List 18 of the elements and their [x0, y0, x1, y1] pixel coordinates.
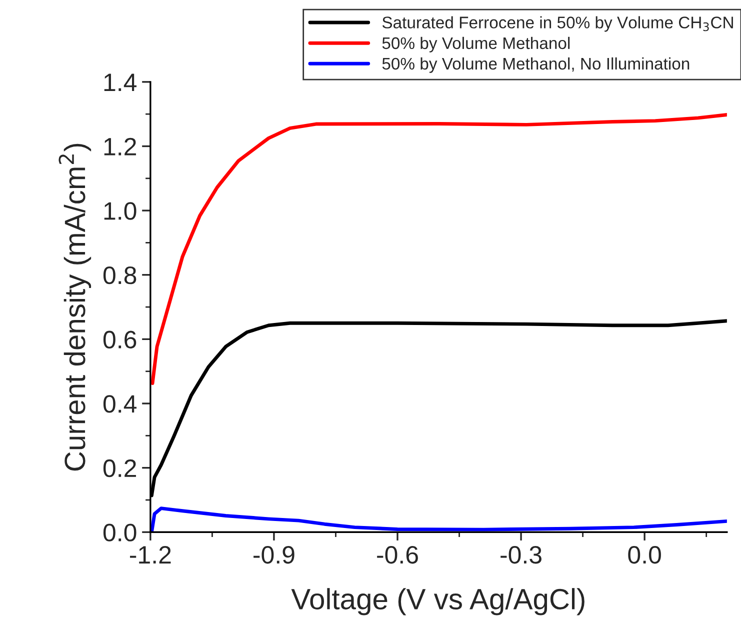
y-tick-label: 1.4: [104, 74, 136, 91]
legend-label: Saturated Ferrocene in 50% by Volume CH$_{3}$CN: [382, 16, 733, 32]
y-tick-label: 0.0: [103, 524, 136, 542]
y-tick-label: 1.2: [104, 138, 136, 156]
y-tick-label: 0.6: [103, 330, 136, 348]
y-axis-title: Current density (mA/cm$^{2}$): [58, 144, 92, 471]
x-axis-title: Voltage (V vs Ag/AgCl): [291, 588, 584, 616]
x-tick-label: -1.2: [130, 546, 171, 564]
y-tick-label: 0.2: [103, 459, 136, 478]
x-tick-label: -0.6: [377, 546, 418, 564]
legend-label: 50% by Volume Methanol, No Illumination: [382, 57, 690, 73]
y-tick-label: 0.8: [103, 266, 136, 284]
x-tick-label: 0.0: [628, 546, 661, 564]
y-tick-label: 1.0: [104, 202, 136, 220]
y-tick-label: 0.4: [103, 395, 136, 413]
x-tick-label: -0.3: [500, 546, 542, 564]
legend-label: 50% by Volume Methanol: [382, 36, 570, 52]
x-tick-label: -0.9: [254, 546, 294, 564]
